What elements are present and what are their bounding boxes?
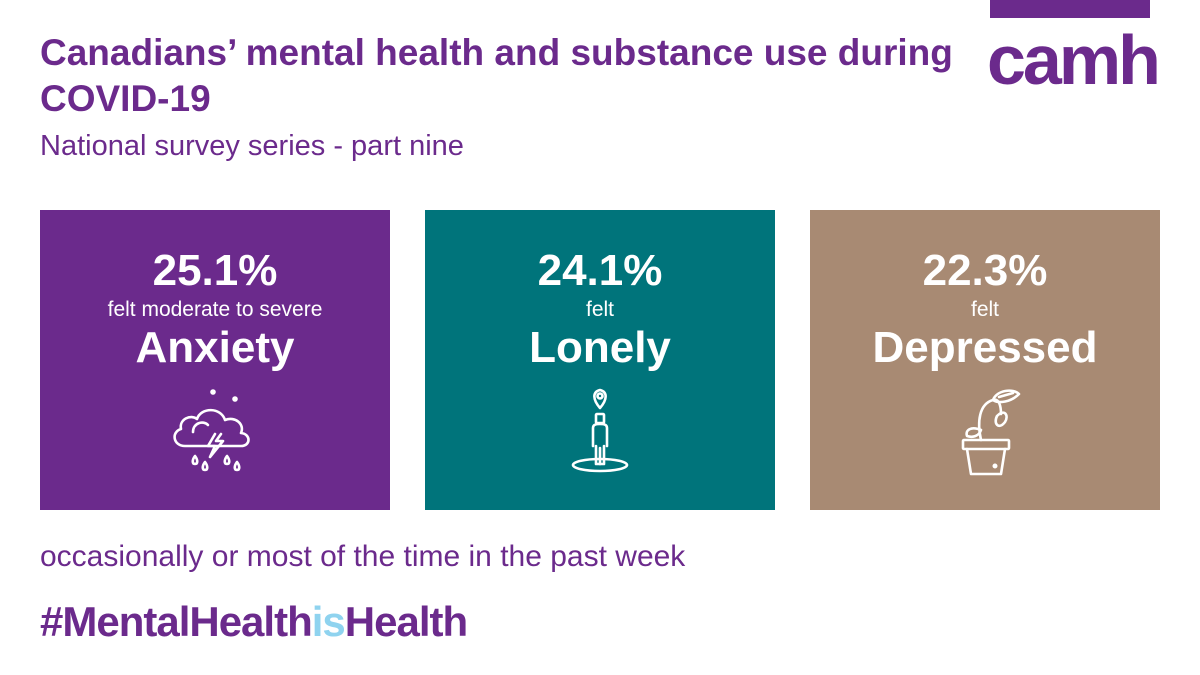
page-subtitle: National survey series - part nine <box>40 130 464 162</box>
stat-percent: 24.1% <box>537 246 663 295</box>
hashtag-end: Health <box>344 598 468 645</box>
hashtag-start: #MentalHealth <box>40 598 313 645</box>
stat-card-lonely: 24.1% felt Lonely <box>425 210 775 510</box>
person-location-pin-icon <box>571 388 629 473</box>
camh-logo: camh <box>987 21 1161 99</box>
logo-bar <box>990 0 1150 18</box>
stat-percent: 25.1% <box>152 246 278 295</box>
stat-percent: 22.3% <box>922 246 1048 295</box>
hashtag: #MentalHealthisHealth <box>40 598 468 646</box>
stat-card-depressed: 22.3% felt Depressed <box>810 210 1160 510</box>
stat-label: Lonely <box>529 323 671 372</box>
page-title: Canadians’ mental health and substance u… <box>40 32 953 119</box>
footer-note: occasionally or most of the time in the … <box>40 540 686 573</box>
stat-prefix: felt <box>585 298 614 321</box>
storm-cloud-icon <box>173 389 250 472</box>
wilting-plant-icon <box>961 389 1021 476</box>
stat-prefix: felt <box>970 298 999 321</box>
stat-card-anxiety: 25.1% felt moderate to severe Anxiety <box>40 210 390 510</box>
stat-label: Depressed <box>872 323 1098 372</box>
stat-prefix: felt moderate to severe <box>107 298 323 321</box>
hashtag-mid: is <box>311 598 346 645</box>
stat-label: Anxiety <box>135 323 295 372</box>
